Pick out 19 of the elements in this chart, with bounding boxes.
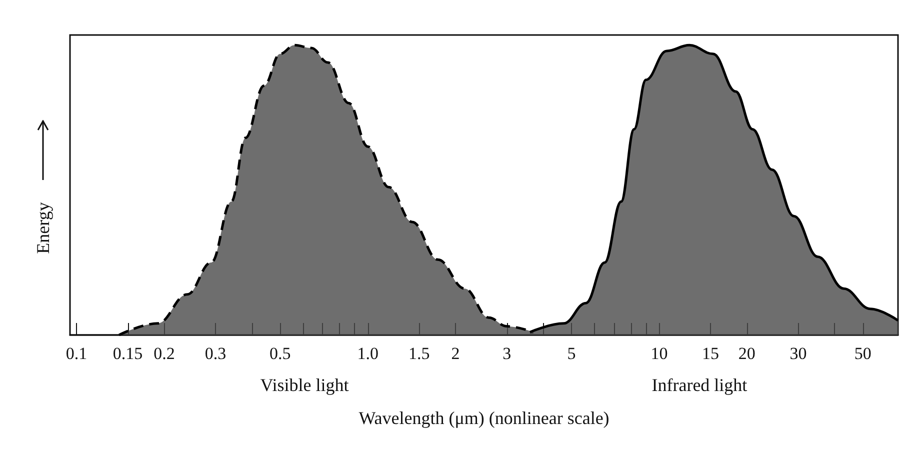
x-tick-label: 0.15 xyxy=(112,344,143,363)
x-tick-label: 2 xyxy=(451,344,460,363)
x-tick-label: 1.0 xyxy=(357,344,378,363)
y-axis-title: Energy xyxy=(33,202,53,254)
x-tick-label: 10 xyxy=(650,344,668,363)
x-tick-label: 20 xyxy=(738,344,756,363)
x-tick-label: 3 xyxy=(502,344,512,363)
x-axis-title: Wavelength (μm) (nonlinear scale) xyxy=(358,408,610,428)
x-tick-label: 30 xyxy=(790,344,807,363)
x-tick-label: 5 xyxy=(567,344,576,363)
x-tick-label: 0.3 xyxy=(204,344,226,363)
x-tick-label: 1.5 xyxy=(408,344,430,363)
x-tick-label: 0.5 xyxy=(270,344,291,363)
text: Visible light xyxy=(260,375,349,395)
x-tick-label: 15 xyxy=(702,344,720,363)
x-tick-label: 50 xyxy=(854,344,872,363)
x-tick-label: 0.1 xyxy=(66,344,88,363)
text: Infrared light xyxy=(652,375,748,395)
x-tick-label: 0.2 xyxy=(154,344,175,363)
